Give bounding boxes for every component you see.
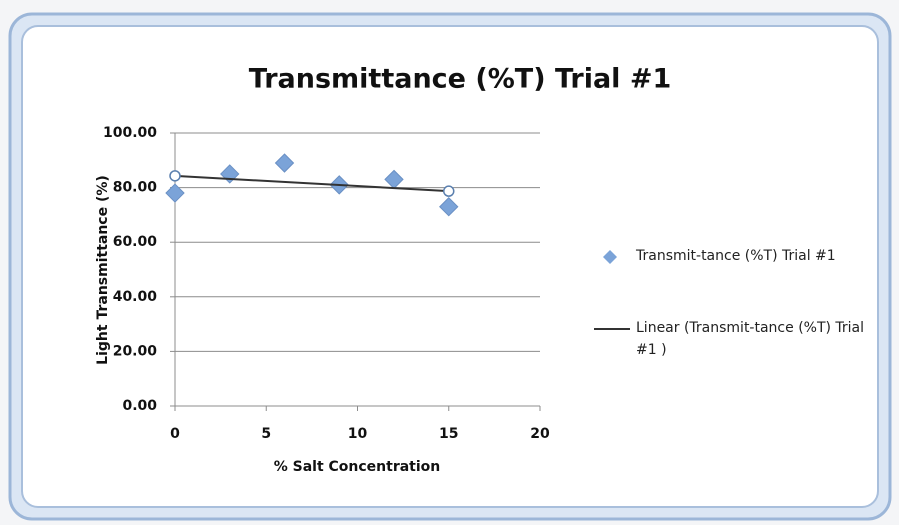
x-tick-label: 10	[348, 426, 368, 442]
x-axis-label: % Salt Concentration	[274, 459, 441, 475]
y-tick-label: 40.00	[113, 289, 158, 305]
trendline	[174, 174, 449, 193]
y-tick-label: 0.00	[122, 398, 157, 414]
chart-title: Transmittance (%T) Trial #1	[249, 64, 672, 95]
y-axis-label: Light Transmittance (%)	[95, 175, 111, 365]
y-tick-label: 60.00	[113, 234, 158, 250]
legend-label: Linear (Transmit-tance (%T) Trial #1 )	[636, 320, 865, 358]
y-tick-label: 80.00	[113, 180, 158, 196]
legend-key	[594, 328, 630, 330]
data-point	[439, 197, 459, 217]
x-tick-label: 0	[170, 426, 180, 442]
data-point	[165, 183, 185, 203]
chart-area	[21, 25, 879, 508]
legend-key	[603, 250, 617, 264]
trendline-handle	[443, 185, 455, 197]
x-tick-label: 15	[439, 426, 458, 442]
trendline-handle	[169, 170, 181, 182]
y-tick-label: 20.00	[113, 343, 158, 359]
legend-symbol	[603, 250, 617, 264]
legend-label: Transmit-tance (%T) Trial #1	[636, 248, 836, 264]
x-tick-label: 20	[530, 426, 550, 442]
y-tick-label: 100.00	[103, 125, 157, 141]
x-tick-label: 5	[261, 426, 271, 442]
data-point	[274, 153, 295, 173]
